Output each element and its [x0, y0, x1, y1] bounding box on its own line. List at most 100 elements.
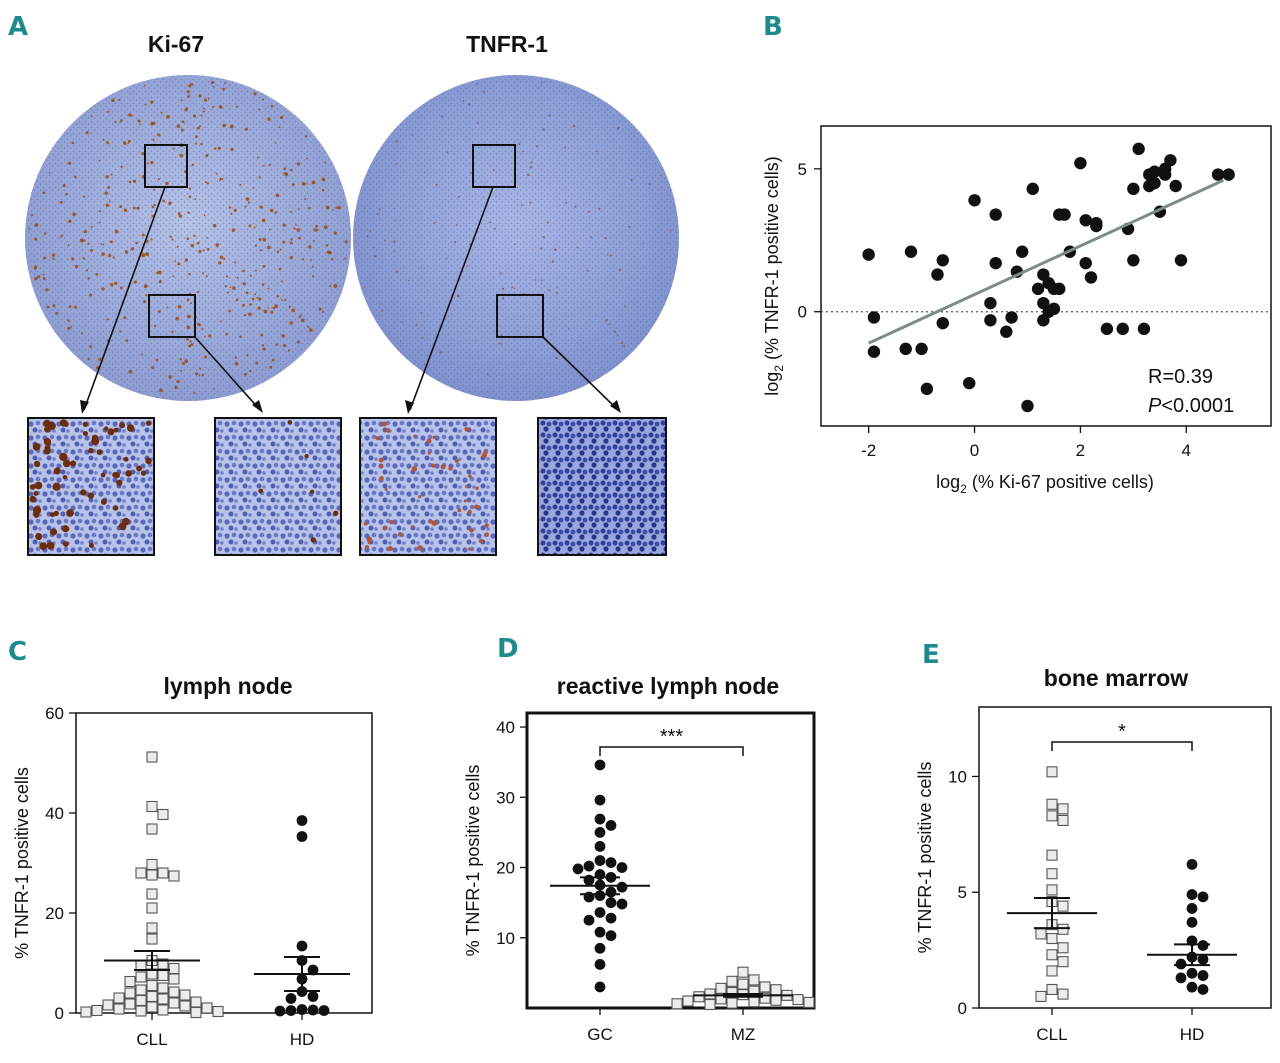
stained-nucleus — [33, 491, 39, 496]
y-axis-label: log2 (% TNFR-1 positive cells) — [762, 156, 786, 395]
plot-frame — [978, 706, 1272, 1009]
stained-nucleus — [430, 463, 436, 468]
tnfr1-speckle — [536, 145, 539, 148]
ki67-nucleus — [248, 224, 252, 228]
ki67-nucleus — [262, 264, 266, 268]
data-point-square — [146, 823, 158, 835]
ki67-nucleus — [45, 288, 49, 292]
data-point-square — [1057, 814, 1069, 827]
tnfr1-speckle — [565, 201, 568, 204]
data-point-circle — [1197, 984, 1209, 995]
data-point-circle — [1186, 889, 1198, 900]
tnfr1-speckle — [394, 219, 397, 222]
data-point-square — [1035, 928, 1047, 940]
stained-nucleus — [379, 464, 384, 469]
ki67-nucleus — [311, 265, 314, 268]
ki67-nucleus — [270, 310, 274, 314]
data-point-square — [726, 975, 738, 987]
ki67-nucleus — [89, 293, 93, 297]
data-point-square — [1046, 849, 1058, 861]
ki67-nucleus — [255, 361, 259, 365]
data-point-circle — [605, 886, 617, 898]
ki67-nucleus — [143, 300, 147, 304]
ki67-nucleus — [34, 223, 39, 228]
ki67-nucleus — [301, 181, 306, 186]
tnfr1-speckle — [621, 341, 624, 344]
y-axis-label: % TNFR-1 positive cells — [12, 767, 32, 959]
ki67-nucleus — [132, 206, 136, 210]
data-point-square — [715, 982, 727, 994]
tnfr1-speckle — [399, 340, 402, 342]
tnfr1-speckle — [373, 255, 376, 257]
tnfr1-speckle — [520, 204, 523, 206]
tnfr1-speckle — [440, 115, 443, 118]
data-point-square — [1046, 983, 1058, 996]
stained-nucleus — [382, 525, 388, 531]
ki67-nucleus — [105, 203, 110, 207]
tnfr1-speckle — [554, 248, 557, 251]
ki67-nucleus — [279, 248, 282, 251]
ki67-nucleus — [95, 273, 99, 276]
ki67-nucleus — [196, 126, 200, 130]
data-point-square — [704, 998, 716, 1011]
ki67-nucleus — [253, 226, 256, 229]
significance-stars: * — [1118, 721, 1126, 743]
tnfr1-speckle — [421, 337, 424, 340]
tnfr1-speckle — [540, 247, 543, 250]
ki67-nucleus — [245, 197, 250, 201]
regression-line — [868, 178, 1224, 345]
zoom-arrows — [83, 186, 619, 411]
data-point-square — [168, 962, 180, 975]
data-point-square — [190, 1006, 202, 1019]
stained-nucleus — [381, 421, 387, 427]
ki67-nucleus — [289, 321, 293, 325]
ki67-nucleus — [283, 167, 287, 171]
ki67-nucleus — [188, 187, 192, 190]
ki67-nucleus — [141, 353, 143, 356]
panel-b: B -2 0 2 4 05 R=0.39 P<0.0001 log2 (% Ki-67… — [762, 12, 1272, 496]
data-point-square — [102, 999, 114, 1011]
tnfr1-speckle — [616, 334, 619, 337]
data-point-circle — [594, 907, 606, 918]
data-point — [989, 208, 1002, 221]
stained-nucleus — [397, 532, 403, 537]
data-point-circle — [296, 815, 308, 826]
stained-nucleus — [112, 471, 119, 478]
ki67-nucleus — [168, 201, 172, 206]
stained-nucleus — [475, 486, 479, 491]
tnfr1-speckle — [568, 328, 570, 330]
ki67-nucleus — [241, 303, 245, 307]
ki67-nucleus — [244, 373, 247, 376]
ki67-nucleus — [215, 172, 218, 175]
tnfr1-speckle — [393, 207, 395, 210]
data-point — [1031, 282, 1045, 296]
tnfr1-speckle — [607, 254, 609, 256]
data-point-square — [803, 996, 815, 1008]
tnfr1-speckle — [530, 161, 533, 164]
ki67-nucleus — [186, 90, 190, 94]
ki67-nucleus — [221, 178, 224, 181]
ki67-nucleus — [141, 152, 145, 156]
ki67-nucleus — [226, 291, 229, 294]
x-label-sub: 2 — [960, 482, 967, 496]
ki67-nucleus — [125, 339, 129, 342]
data-point-circle — [605, 819, 617, 831]
y-label-sub: 2 — [772, 365, 786, 372]
ki67-nucleus — [136, 206, 140, 210]
tnfr1-speckle — [555, 356, 558, 360]
y-label-rest: (% TNFR-1 positive cells) — [762, 156, 782, 365]
ki67-nucleus — [198, 323, 201, 327]
ki67-nucleus — [211, 106, 215, 109]
stained-nucleus — [62, 459, 71, 468]
tnfr1-speckle — [466, 265, 468, 267]
data-point-circle — [1186, 903, 1198, 914]
ki67-nucleus — [256, 156, 259, 159]
ki67-nucleus — [158, 310, 161, 313]
stained-nucleus — [80, 489, 87, 496]
scatter-ki67-vs-tnfr1: -2 0 2 4 05 R=0.39 P<0.0001 log2 (% Ki-67 p… — [762, 125, 1272, 496]
panel-e: E bone marrow 0 5 10 % TNFR-1 positive cell… — [915, 640, 1272, 1044]
data-point-circle — [594, 827, 606, 838]
ki67-nucleus — [211, 81, 215, 84]
ki67-nucleus — [119, 205, 123, 209]
y-tick-label: 10 — [496, 929, 515, 948]
